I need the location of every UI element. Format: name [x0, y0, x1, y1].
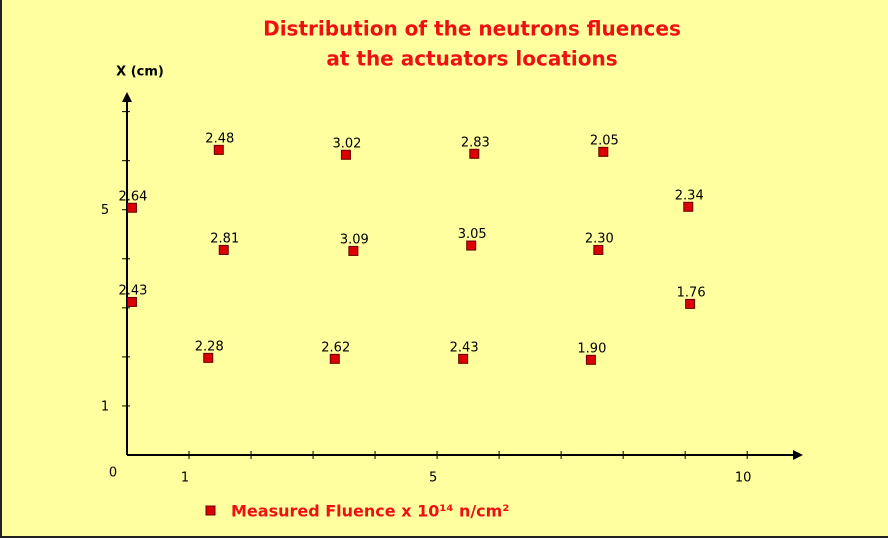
- data-point: [683, 201, 694, 212]
- data-label: 3.09: [340, 232, 369, 247]
- data-point: [458, 353, 469, 364]
- y-tick-label: 1: [101, 399, 109, 414]
- data-label: 2.34: [675, 188, 704, 203]
- data-point: [466, 240, 477, 251]
- x-tick-label: 1: [181, 471, 189, 486]
- y-axis-label: X (cm): [116, 65, 164, 80]
- data-point: [126, 202, 137, 213]
- legend-marker: [205, 505, 216, 516]
- x-tick-label: 10: [735, 471, 752, 486]
- data-point: [585, 354, 596, 365]
- x-tick-label: 5: [429, 471, 437, 486]
- data-label: 2.43: [118, 283, 147, 298]
- data-point: [203, 352, 214, 363]
- legend-label: Measured Fluence x 10¹⁴ n/cm²: [231, 502, 509, 521]
- data-point: [598, 146, 609, 157]
- x-axis-arrow: [793, 450, 803, 460]
- y-axis-arrow: [122, 92, 132, 102]
- data-label: 2.43: [450, 340, 479, 355]
- data-point: [593, 244, 604, 255]
- data-label: 2.28: [195, 339, 224, 354]
- data-label: 2.05: [590, 133, 619, 148]
- data-point: [469, 148, 480, 159]
- data-label: 1.76: [677, 285, 706, 300]
- data-label: 2.48: [205, 131, 234, 146]
- data-point: [218, 244, 229, 255]
- data-point: [213, 144, 224, 155]
- chart-title: Distribution of the neutrons fluences: [263, 17, 681, 41]
- data-label: 2.83: [461, 135, 490, 150]
- data-label: 1.90: [577, 341, 606, 356]
- data-point: [126, 296, 137, 307]
- data-point: [685, 298, 696, 309]
- data-point: [329, 353, 340, 364]
- data-point: [340, 149, 351, 160]
- data-point: [348, 245, 359, 256]
- chart-title: at the actuators locations: [326, 47, 617, 71]
- data-label: 3.02: [332, 136, 361, 151]
- data-label: 3.05: [458, 227, 487, 242]
- y-tick-label: 5: [101, 203, 109, 218]
- data-label: 2.81: [210, 231, 239, 246]
- data-label: 2.62: [321, 340, 350, 355]
- x-tick-label: 0: [109, 466, 117, 481]
- data-label: 2.64: [118, 189, 147, 204]
- data-label: 2.30: [585, 231, 614, 246]
